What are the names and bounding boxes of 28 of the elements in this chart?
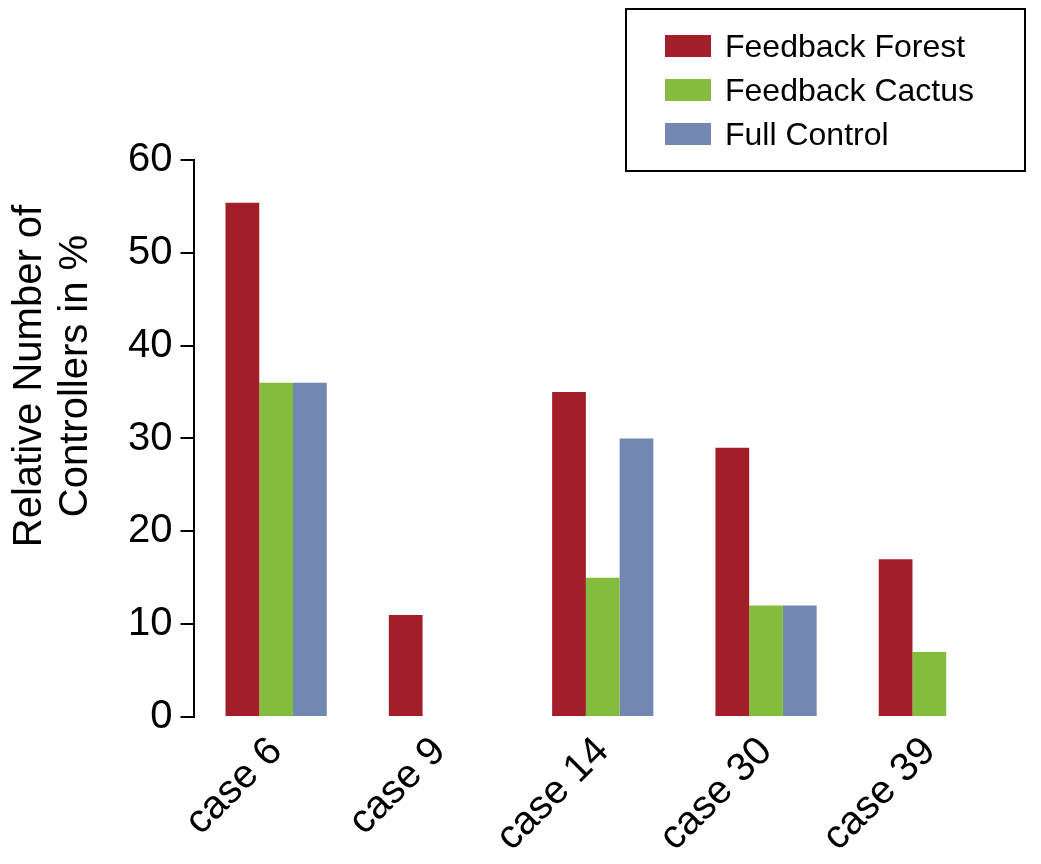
x-tick-label: case 9 [338,727,453,842]
x-tick-label: case 39 [812,727,943,858]
legend-label: Feedback Forest [724,27,966,65]
x-tick-label: case 14 [486,727,617,858]
bar [782,605,817,716]
y-tick-label: 50 [127,227,173,272]
y-tick-label: 20 [127,506,173,551]
bar [749,605,783,716]
bar [912,652,947,716]
bar [225,202,260,716]
bar [552,392,586,716]
y-tick-label: 0 [150,692,173,737]
bar [619,438,654,716]
legend-label: Feedback Cactus [724,71,974,109]
y-tick-label: 30 [127,413,173,458]
x-tick-label: case 6 [175,727,290,842]
bar [293,382,327,716]
y-axis-title: Relative Number of Controllers in % [4,203,96,550]
y-tick-label: 10 [127,599,173,644]
x-tick-label: case 30 [649,727,780,858]
bar [585,577,620,716]
legend-label: Full Control [724,115,889,153]
y-tick-label: 40 [127,320,173,365]
bar [259,382,294,716]
bar [715,447,750,716]
y-tick-label: 60 [127,135,173,180]
bar [388,614,423,716]
bar [878,559,913,716]
